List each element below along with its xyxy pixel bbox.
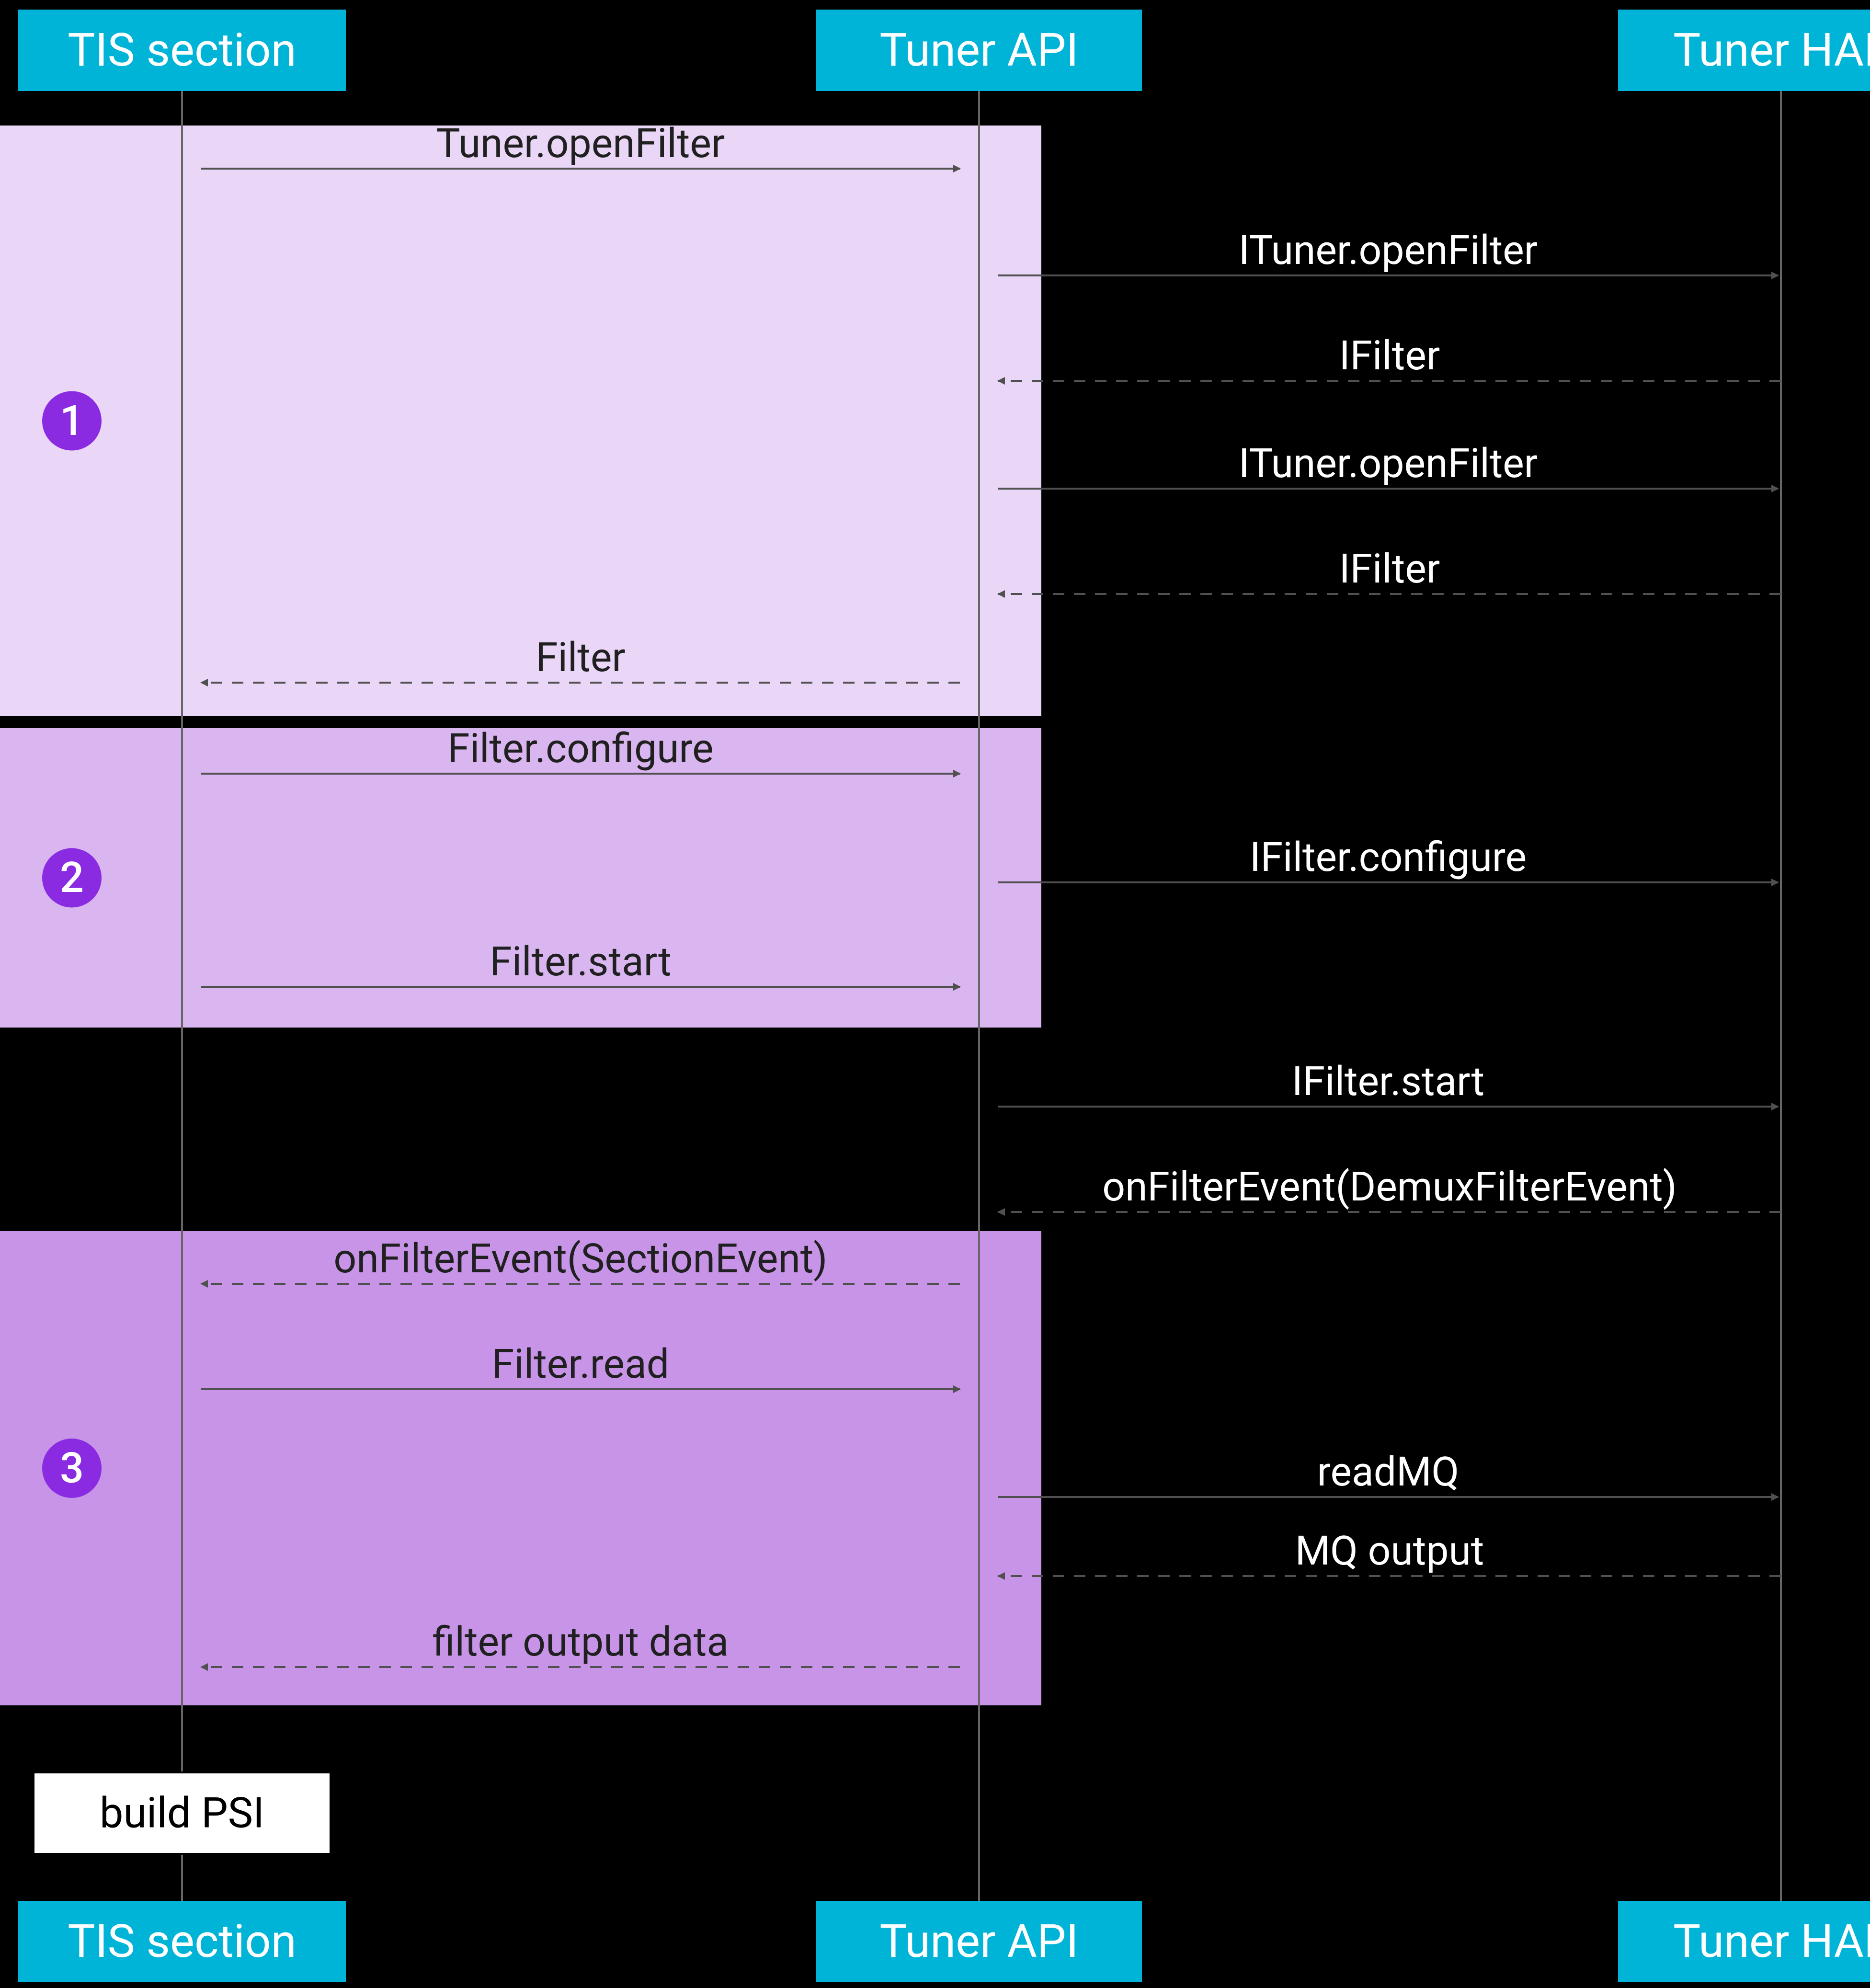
participant-label: Tuner HAL [1673,1915,1870,1968]
sequence-diagram: TIS section Tuner API Tuner HAL TIS section… [0,0,1870,1988]
message-label: IFilter.configure [1250,834,1527,881]
message-label: Filter [536,634,626,681]
message-label: ITuner.openFilter [1239,227,1538,274]
message-label: onFilterEvent(DemuxFilterEvent) [1102,1163,1677,1211]
message-label: IFilter [1339,332,1440,379]
participant-label: Tuner HAL [1673,23,1870,77]
message-label: IFilter [1339,545,1440,593]
message-label: onFilterEvent(SectionEvent) [333,1235,827,1282]
api-activation [960,126,1041,716]
participant-label: Tuner API [879,1915,1078,1968]
api-activation [960,1231,1041,1705]
message-label: Filter.configure [447,725,713,772]
group-badge-number: 2 [60,853,84,903]
participant-label: TIS section [68,1915,296,1968]
group-band [0,126,998,716]
message-label: filter output data [433,1618,729,1666]
note-label: build PSI [100,1789,264,1838]
message-label: MQ output [1295,1527,1484,1575]
message-label: Filter.read [492,1340,669,1388]
message-label: readMQ [1317,1448,1459,1496]
message-label: Filter.start [490,938,671,985]
participant-label: TIS section [68,23,296,77]
message-label: Tuner.openFilter [436,120,725,167]
message-label: ITuner.openFilter [1239,440,1538,487]
group-badge-number: 3 [60,1444,84,1493]
group-badge-number: 1 [60,396,84,446]
api-activation [960,728,1041,1028]
participant-label: Tuner API [879,23,1078,77]
message-label: IFilter.start [1292,1058,1484,1105]
